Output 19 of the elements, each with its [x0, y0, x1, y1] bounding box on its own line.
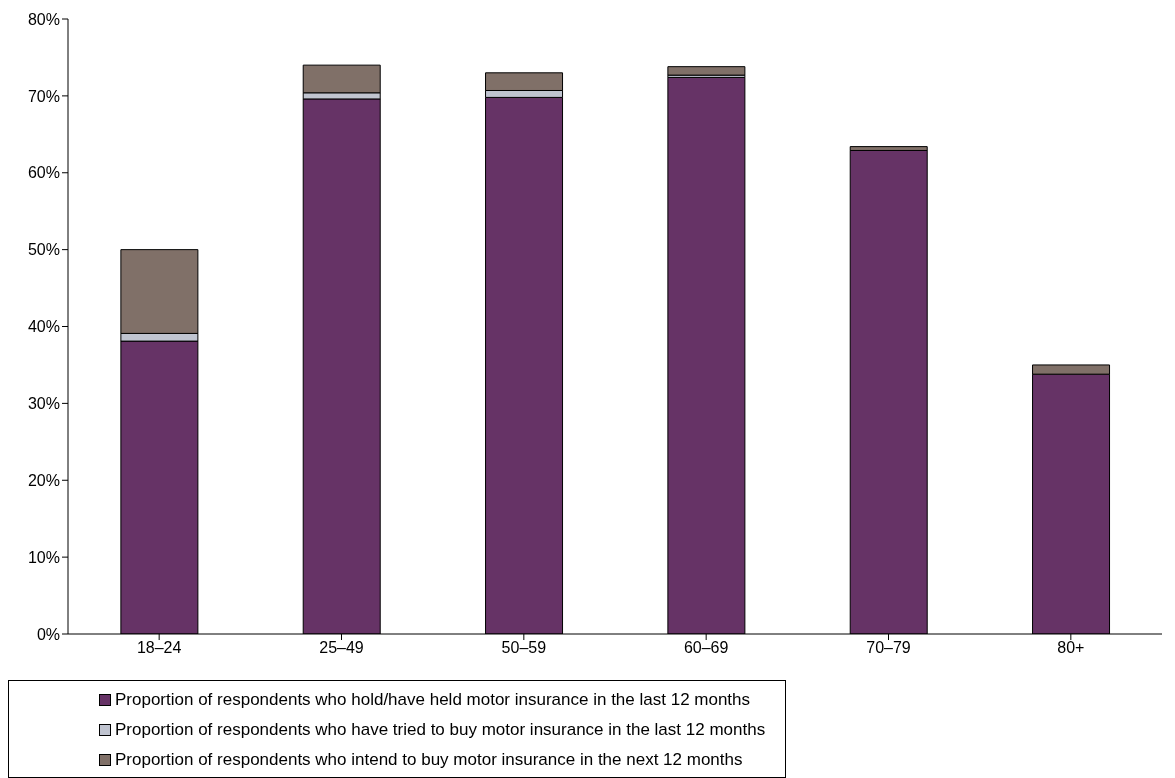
x-tick-label: 80+	[1057, 639, 1085, 657]
x-tick-label: 70–79	[866, 639, 911, 657]
y-tick-label: 70%	[27, 87, 60, 105]
y-tick-label: 0%	[36, 625, 60, 643]
y-tick-label: 30%	[27, 395, 60, 413]
legend-label: Proportion of respondents who have tried to buy motor insurance in the last 12 months	[115, 720, 766, 740]
x-tick-label: 50–59	[501, 639, 547, 657]
y-tick-label: 40%	[27, 318, 60, 336]
bar	[667, 66, 746, 76]
y-tick-label: 20%	[27, 471, 60, 489]
y-tick-label: 50%	[27, 241, 60, 259]
y-tick-label: 60%	[27, 164, 60, 182]
y-tick-label: 80%	[27, 10, 60, 28]
legend-label: Proportion of respondents who hold/have held motor insurance in the last 12 months	[115, 690, 751, 710]
x-tick-label: 60–69	[683, 639, 729, 657]
x-tick-label: 18–24	[136, 639, 182, 657]
legend-label: Proportion of respondents who intend to buy motor insurance in the next 12 months	[115, 750, 743, 770]
y-tick-label: 10%	[27, 548, 60, 566]
x-tick-label: 25–49	[319, 639, 364, 657]
